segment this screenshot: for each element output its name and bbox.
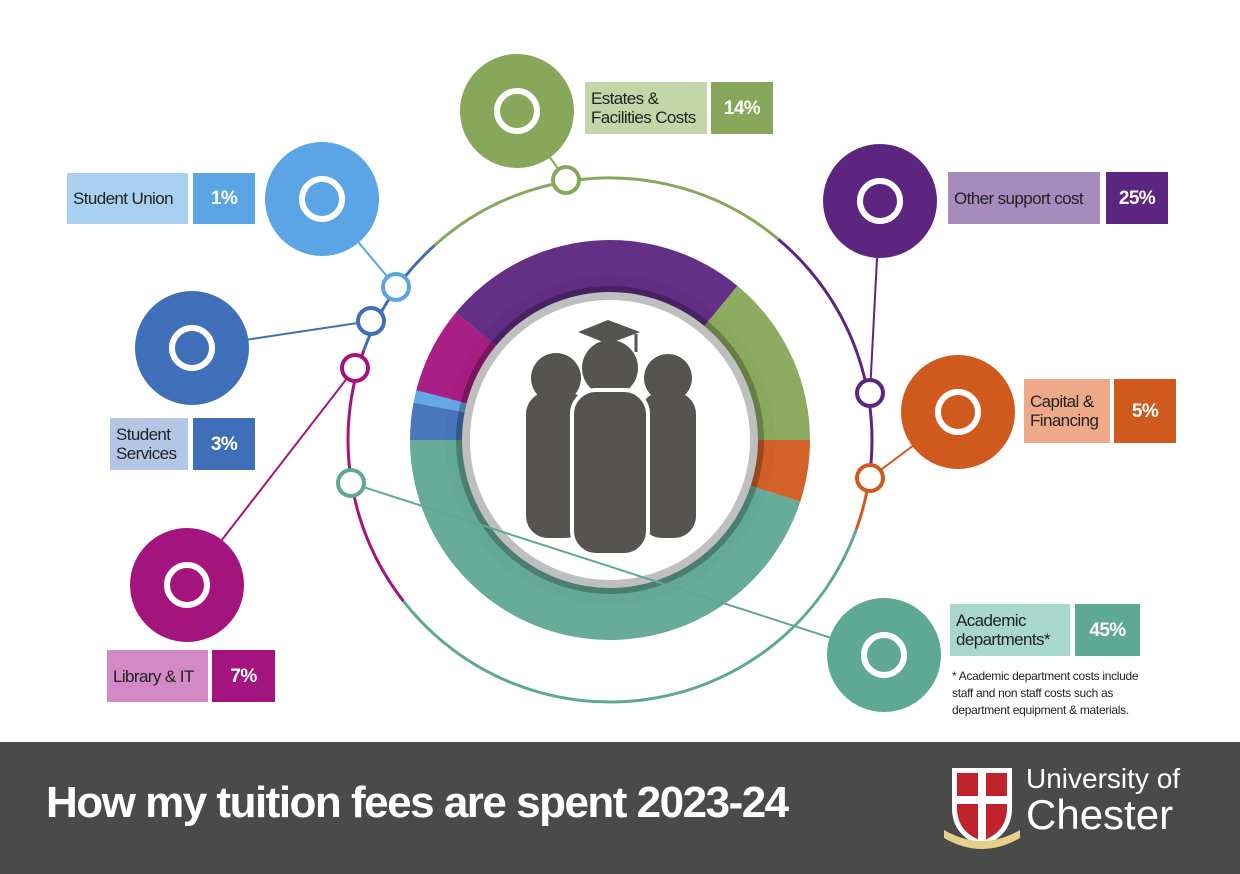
icon-circle — [135, 291, 249, 405]
category-label: Estates & Facilities Costs — [585, 82, 707, 134]
connector-ring — [340, 353, 370, 383]
value-label: 7% — [212, 650, 275, 702]
category-label: Other support cost — [948, 172, 1100, 224]
outer-ring-arc — [433, 185, 543, 247]
title: How my tuition fees are spent 2023-24 — [46, 778, 789, 827]
outer-ring-arc — [402, 529, 858, 704]
donut-segment — [750, 440, 810, 502]
icon-glyph — [935, 389, 981, 435]
value-label: 5% — [1114, 379, 1176, 443]
icon-circle — [827, 598, 941, 712]
value-label: 25% — [1106, 172, 1168, 224]
icon-glyph — [494, 88, 540, 134]
icon-circle — [823, 144, 937, 258]
connector-ring — [855, 463, 885, 493]
crest — [944, 768, 1020, 849]
category-label: Student Services — [110, 418, 188, 470]
people-icon — [526, 320, 696, 557]
footnote-line: * Academic department costs include — [952, 669, 1139, 683]
footnote-line: staff and non staff costs such as — [952, 686, 1114, 700]
icon-glyph — [857, 178, 903, 224]
icon-circle — [265, 142, 379, 256]
donut-segment — [413, 390, 467, 413]
logo-line: Chester — [1026, 791, 1174, 838]
connector-ring — [855, 378, 885, 408]
icon-glyph — [861, 632, 907, 678]
donut-segment — [416, 312, 496, 404]
icon-glyph — [299, 176, 345, 222]
donut-segment — [410, 440, 801, 640]
connector-ring — [381, 272, 411, 302]
logo-line: University of — [1026, 763, 1181, 794]
icon-glyph — [164, 562, 210, 608]
icon-circle — [901, 355, 1015, 469]
connector-ring — [356, 306, 386, 336]
value-label: 3% — [193, 418, 255, 470]
footnote-line: department equipment & materials. — [952, 703, 1129, 717]
outer-ring-arc — [777, 238, 874, 486]
category-label: Academic departments* — [950, 604, 1070, 656]
donut-hole — [456, 286, 764, 594]
category-label: Student Union — [67, 173, 188, 224]
icon-circle — [130, 528, 244, 642]
icon-glyph — [169, 325, 215, 371]
value-label: 45% — [1075, 604, 1140, 656]
logo: University of Chester — [1026, 764, 1180, 836]
category-label: Library & IT — [107, 650, 208, 702]
value-label: 1% — [193, 173, 255, 224]
icon-circle — [460, 54, 574, 168]
footnote: * Academic department costs include staff… — [952, 668, 1139, 719]
donut-segment — [455, 239, 738, 346]
donut-segment — [410, 402, 465, 440]
connector — [350, 482, 885, 656]
category-label: Capital & Financing — [1024, 379, 1110, 443]
connector-ring — [336, 468, 366, 498]
donut-segment — [704, 285, 810, 440]
connector-ring — [551, 165, 581, 195]
footer-band — [0, 742, 1240, 874]
value-label: 14% — [711, 82, 773, 134]
